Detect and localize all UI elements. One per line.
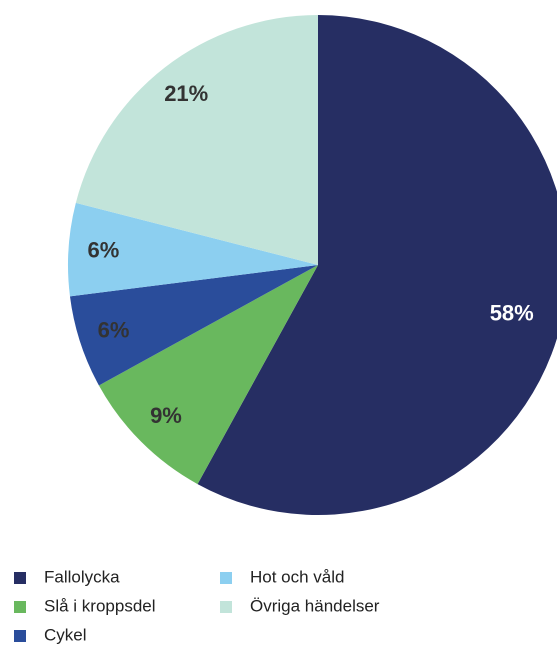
- value-label: 9%: [150, 403, 182, 428]
- value-label: 6%: [98, 317, 130, 342]
- pie-slice: [197, 15, 557, 515]
- legend-swatch: [14, 572, 26, 584]
- pie-slice: [98, 265, 318, 485]
- pie-slice: [68, 202, 319, 297]
- legend-label: Fallolycka: [44, 567, 120, 586]
- legend-label: Hot och våld: [250, 567, 345, 586]
- legend-label: Slå i kroppsdel: [44, 596, 156, 615]
- legend-swatch: [220, 572, 232, 584]
- value-label: 21%: [164, 81, 208, 106]
- legend-swatch: [14, 630, 26, 642]
- legend-label: Cykel: [44, 625, 87, 644]
- value-label: 6%: [88, 237, 120, 262]
- legend-swatch: [14, 601, 26, 613]
- legend-swatch: [220, 601, 232, 613]
- value-label: 58%: [490, 301, 534, 326]
- legend-label: Övriga händelser: [250, 596, 380, 615]
- pie-slice: [75, 15, 318, 265]
- pie-slice: [69, 265, 319, 386]
